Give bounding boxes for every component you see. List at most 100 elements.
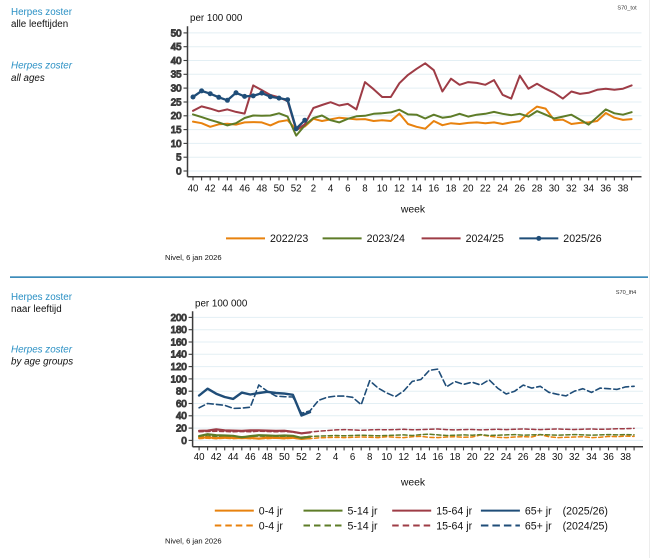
svg-text:12: 12 (394, 184, 405, 195)
svg-text:0: 0 (176, 166, 182, 177)
svg-text:10: 10 (377, 184, 388, 195)
svg-text:40: 40 (188, 184, 199, 195)
svg-text:44: 44 (228, 452, 239, 463)
svg-text:46: 46 (239, 184, 250, 195)
svg-text:24: 24 (497, 184, 508, 195)
svg-text:80: 80 (176, 387, 187, 398)
svg-text:40: 40 (194, 452, 205, 463)
svg-text:8: 8 (362, 184, 367, 195)
svg-text:26: 26 (514, 184, 525, 195)
svg-text:4: 4 (328, 184, 334, 195)
svg-text:44: 44 (222, 184, 233, 195)
svg-text:2: 2 (311, 184, 316, 195)
svg-text:15-64 jr: 15-64 jr (436, 505, 472, 517)
svg-text:22: 22 (484, 452, 495, 463)
svg-text:36: 36 (603, 452, 614, 463)
svg-text:2: 2 (316, 452, 321, 463)
svg-text:20: 20 (176, 424, 187, 435)
svg-text:35: 35 (171, 70, 182, 81)
svg-text:20: 20 (171, 111, 182, 122)
svg-text:10: 10 (381, 452, 392, 463)
svg-text:15: 15 (171, 125, 182, 136)
svg-text:6: 6 (350, 452, 355, 463)
svg-text:5: 5 (176, 153, 181, 164)
svg-text:14: 14 (411, 184, 422, 195)
svg-text:60: 60 (176, 399, 187, 410)
svg-text:48: 48 (256, 184, 267, 195)
svg-text:Herpes zoster: Herpes zoster (11, 344, 73, 355)
svg-text:40: 40 (171, 56, 182, 67)
svg-text:52: 52 (296, 452, 307, 463)
svg-text:140: 140 (171, 350, 188, 361)
svg-text:45: 45 (171, 42, 182, 53)
svg-text:52: 52 (291, 184, 302, 195)
svg-text:18: 18 (446, 184, 457, 195)
svg-text:20: 20 (467, 452, 478, 463)
svg-text:per 100 000: per 100 000 (195, 299, 248, 310)
svg-text:160: 160 (171, 337, 188, 348)
svg-text:4: 4 (333, 452, 339, 463)
svg-text:38: 38 (618, 184, 629, 195)
svg-text:200: 200 (171, 313, 188, 324)
svg-text:34: 34 (586, 452, 597, 463)
svg-text:(2025/26): (2025/26) (563, 505, 608, 517)
svg-text:16: 16 (428, 184, 439, 195)
svg-text:by age groups: by age groups (11, 356, 73, 367)
svg-text:8: 8 (367, 452, 372, 463)
svg-text:100: 100 (171, 374, 188, 385)
svg-text:5-14 jr: 5-14 jr (348, 520, 378, 532)
svg-text:12: 12 (398, 452, 409, 463)
svg-text:0-4 jr: 0-4 jr (259, 520, 284, 532)
svg-text:24: 24 (501, 452, 512, 463)
svg-text:38: 38 (620, 452, 631, 463)
svg-text:2024/25: 2024/25 (466, 233, 504, 245)
svg-text:50: 50 (171, 28, 182, 39)
svg-text:(2024/25): (2024/25) (563, 520, 608, 532)
svg-text:Nivel, 6 jan 2026: Nivel, 6 jan 2026 (165, 253, 222, 262)
svg-text:Nivel, 6 jan 2026: Nivel, 6 jan 2026 (165, 537, 222, 546)
svg-text:5-14 jr: 5-14 jr (348, 505, 378, 517)
svg-text:32: 32 (569, 452, 580, 463)
svg-text:40: 40 (176, 411, 187, 422)
svg-text:16: 16 (433, 452, 444, 463)
svg-text:S70_lft4: S70_lft4 (616, 290, 637, 296)
svg-text:S70_tot: S70_tot (617, 6, 637, 12)
svg-text:15-64 jr: 15-64 jr (436, 520, 472, 532)
svg-text:2025/26: 2025/26 (563, 233, 601, 245)
svg-text:34: 34 (583, 184, 594, 195)
svg-text:20: 20 (463, 184, 474, 195)
svg-text:28: 28 (535, 452, 546, 463)
svg-text:all ages: all ages (11, 73, 45, 84)
svg-text:6: 6 (345, 184, 350, 195)
svg-text:week: week (400, 205, 426, 216)
svg-text:14: 14 (416, 452, 427, 463)
svg-text:Herpes zoster: Herpes zoster (11, 61, 73, 72)
svg-text:alle leeftijden: alle leeftijden (11, 19, 68, 30)
svg-text:Herpes zoster: Herpes zoster (11, 7, 73, 18)
svg-text:28: 28 (532, 184, 543, 195)
svg-text:120: 120 (171, 362, 188, 373)
svg-text:42: 42 (205, 184, 216, 195)
svg-text:30: 30 (549, 184, 560, 195)
svg-text:naar leeftijd: naar leeftijd (11, 304, 62, 315)
svg-text:0-4 jr: 0-4 jr (259, 505, 284, 517)
svg-text:10: 10 (171, 139, 182, 150)
svg-text:2022/23: 2022/23 (270, 233, 308, 245)
svg-text:65+ jr: 65+ jr (525, 520, 552, 532)
svg-text:0: 0 (181, 436, 187, 447)
svg-text:25: 25 (171, 97, 182, 108)
svg-text:48: 48 (262, 452, 273, 463)
svg-text:26: 26 (518, 452, 529, 463)
svg-text:46: 46 (245, 452, 256, 463)
svg-text:per 100 000: per 100 000 (190, 13, 243, 24)
svg-text:65+ jr: 65+ jr (525, 505, 552, 517)
svg-text:2023/24: 2023/24 (367, 233, 405, 245)
svg-text:30: 30 (171, 84, 182, 95)
svg-text:30: 30 (552, 452, 563, 463)
svg-text:36: 36 (600, 184, 611, 195)
svg-text:Herpes zoster: Herpes zoster (11, 292, 73, 303)
svg-text:32: 32 (566, 184, 577, 195)
svg-text:22: 22 (480, 184, 491, 195)
svg-text:50: 50 (274, 184, 285, 195)
svg-text:42: 42 (211, 452, 222, 463)
